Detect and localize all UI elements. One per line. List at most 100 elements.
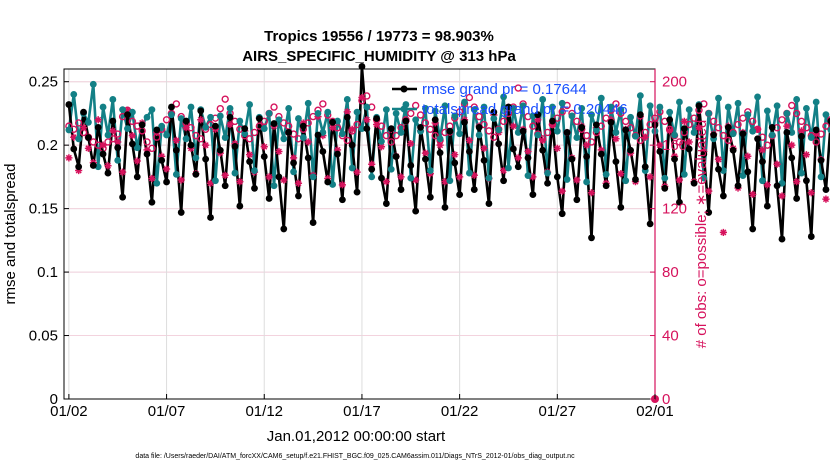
rmse-marker	[138, 121, 146, 129]
obs-evaluated-marker	[529, 173, 537, 181]
obs-possible-marker	[260, 117, 268, 126]
spread-marker	[358, 125, 366, 133]
obs-evaluated-marker	[343, 108, 351, 116]
spread-marker	[793, 96, 801, 103]
rmse-marker	[641, 163, 649, 171]
rmse-marker	[255, 115, 263, 122]
obs-evaluated-marker	[104, 162, 112, 170]
rmse-marker	[534, 111, 542, 119]
rmse-marker	[715, 165, 722, 173]
rmse-marker	[676, 198, 683, 206]
spread-marker	[387, 165, 395, 173]
obs-possible-marker	[573, 117, 581, 126]
obs-possible-marker	[197, 135, 205, 143]
legend-rmse-label: rmse grand pr = 0.17644	[422, 81, 587, 98]
obs-evaluated-marker	[763, 181, 771, 189]
rmse-marker	[480, 156, 488, 164]
spread-marker	[827, 126, 830, 134]
rmse-marker	[495, 140, 503, 148]
obs-evaluated-marker	[646, 173, 654, 181]
obs-evaluated-marker	[470, 171, 478, 179]
rmse-marker	[803, 177, 810, 185]
rmse-marker	[343, 113, 351, 121]
obs-evaluated-marker	[333, 146, 342, 154]
y-right-tick-label: 200	[662, 74, 687, 91]
obs-evaluated-marker	[123, 106, 132, 114]
obs-evaluated-marker	[509, 122, 517, 130]
rmse-marker	[622, 126, 630, 134]
x-tick-label: 01/22	[441, 403, 479, 420]
spread-marker	[602, 170, 610, 178]
obs-possible-marker	[529, 122, 537, 130]
rmse-marker	[465, 148, 473, 155]
spread-marker	[299, 134, 307, 141]
rmse-marker	[221, 182, 229, 190]
spread-marker	[114, 156, 122, 164]
spread-marker	[207, 113, 214, 121]
obs-evaluated-marker	[148, 174, 156, 183]
obs-possible-marker	[587, 138, 596, 146]
rmse-marker	[759, 158, 766, 166]
x-tick-label: 01/27	[539, 403, 577, 420]
obs-evaluated-marker	[412, 176, 420, 184]
obs-possible-marker	[582, 131, 591, 140]
obs-possible-marker	[250, 128, 259, 137]
spread-marker	[75, 135, 83, 143]
spread-marker	[524, 172, 532, 180]
spread-marker	[817, 173, 825, 181]
rmse-marker	[290, 159, 297, 167]
rmse-marker	[553, 173, 561, 181]
spread-marker	[241, 130, 249, 138]
spread-marker	[519, 102, 527, 110]
rmse-marker	[671, 155, 678, 163]
spread-marker	[749, 127, 757, 135]
obs-evaluated-marker	[758, 146, 767, 154]
rmse-marker	[441, 203, 449, 211]
rmse-marker	[744, 168, 752, 176]
x-tick-label: 01/17	[343, 403, 381, 420]
rmse-marker	[260, 153, 268, 160]
obs-evaluated-marker	[353, 168, 361, 176]
obs-possible-marker	[382, 131, 391, 140]
rmse-marker	[812, 126, 820, 134]
rmse-marker	[544, 179, 551, 187]
rmse-marker	[353, 188, 361, 196]
x-tick-label: 02/01	[636, 403, 674, 420]
rmse-marker	[788, 154, 796, 162]
obs-evaluated-marker	[162, 165, 171, 173]
obs-evaluated-marker	[680, 117, 688, 125]
obs-evaluated-marker	[514, 154, 522, 162]
obs-evaluated-marker	[99, 141, 107, 149]
spread-marker	[627, 113, 634, 121]
chart-title-line-2: AIRS_SPECIFIC_HUMIDITY @ 313 hPa	[242, 48, 516, 65]
obs-evaluated-marker	[666, 127, 674, 135]
spread-marker	[798, 169, 805, 177]
spread-marker	[290, 168, 297, 176]
obs-evaluated-marker	[158, 152, 166, 160]
rmse-marker	[431, 116, 439, 124]
rmse-marker	[597, 150, 605, 158]
spread-marker	[539, 96, 547, 103]
spread-marker	[363, 103, 371, 111]
obs-possible-marker	[822, 122, 830, 130]
spread-marker	[612, 129, 620, 136]
y-right-tick-label: 40	[662, 328, 679, 345]
rmse-marker	[324, 178, 332, 186]
obs-evaluated-marker	[583, 141, 591, 149]
spread-marker	[666, 108, 674, 116]
spread-marker	[500, 93, 507, 101]
rmse-marker	[197, 107, 205, 115]
grid-lines	[64, 69, 656, 399]
obs-evaluated-marker	[221, 171, 229, 179]
obs-possible-marker	[553, 114, 562, 122]
rmse-marker	[104, 169, 112, 177]
obs-evaluated-marker	[773, 160, 781, 168]
spread-marker	[583, 178, 591, 186]
rmse-marker	[114, 144, 122, 152]
spread-marker	[304, 99, 312, 107]
spread-marker	[89, 80, 97, 88]
obs-evaluated-marker	[226, 120, 234, 129]
obs-evaluated-marker	[573, 176, 581, 184]
rmse-marker	[768, 123, 776, 131]
obs-evaluated-marker	[128, 132, 136, 140]
